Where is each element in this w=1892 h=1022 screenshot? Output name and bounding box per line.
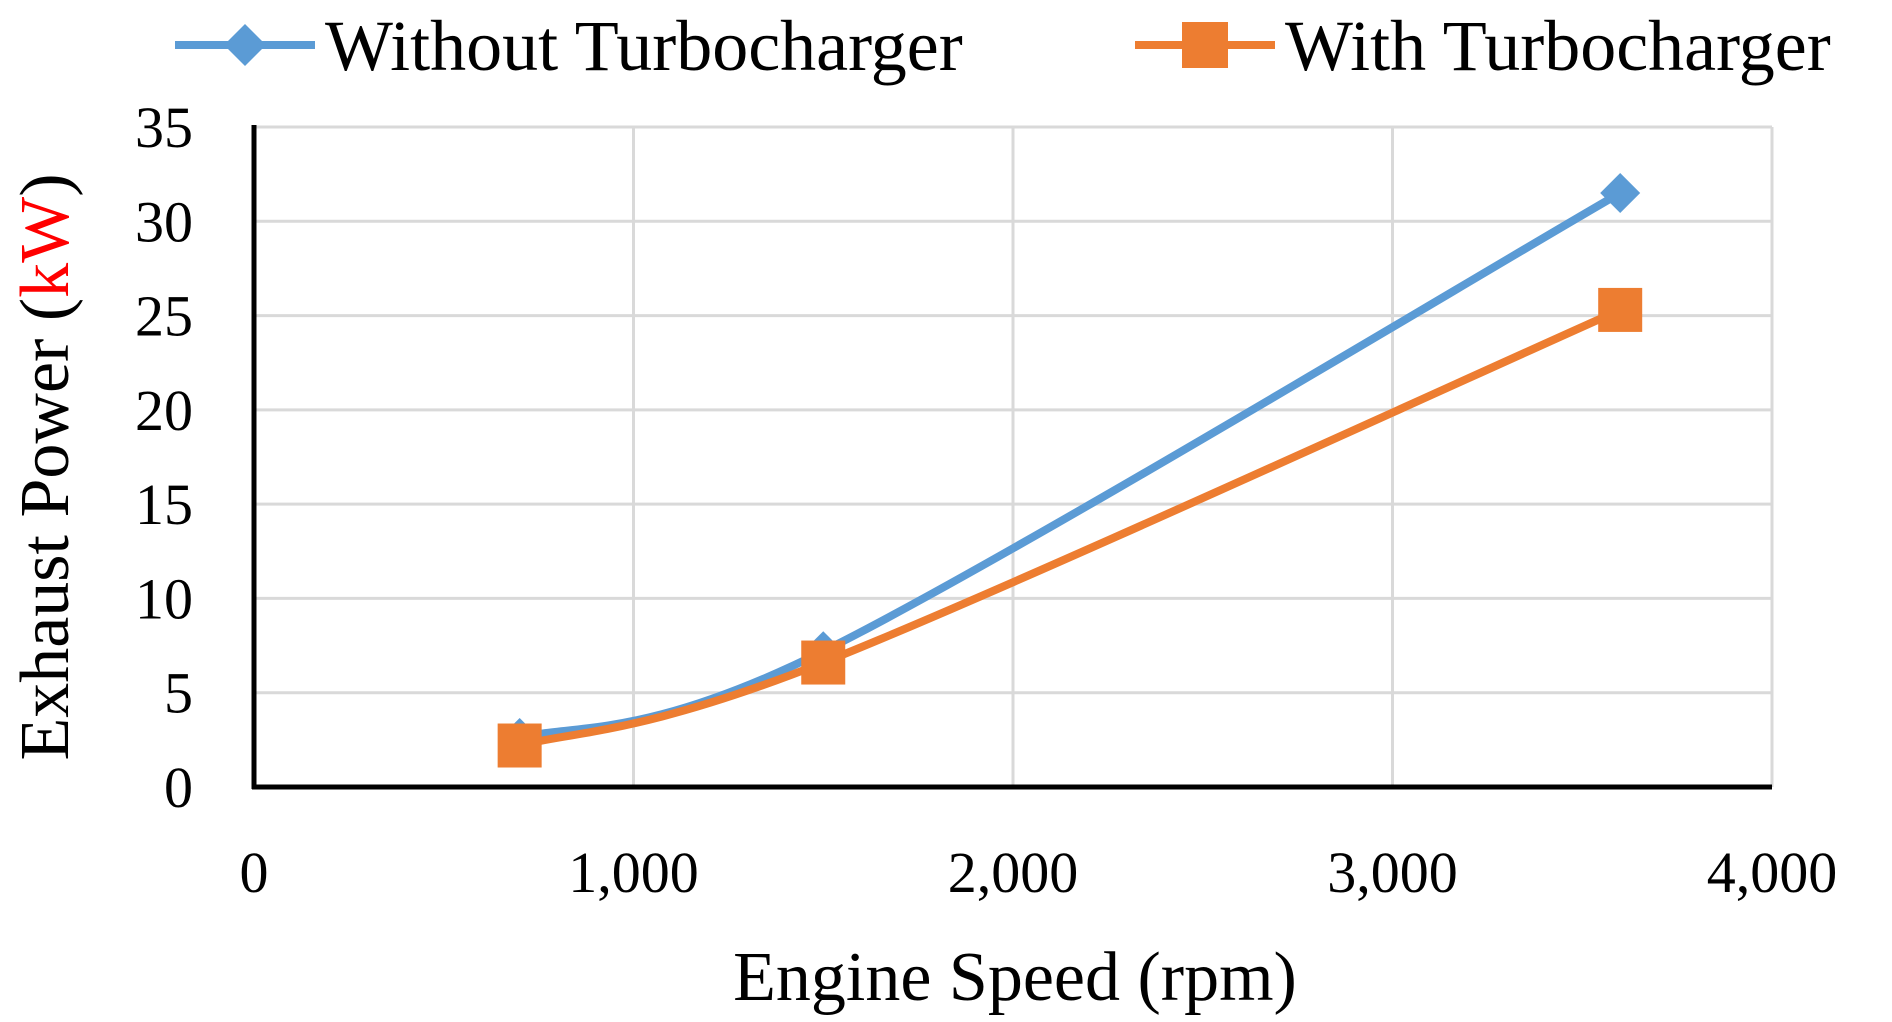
tick-labels: 0 5 10 15 20 25 30 35 0 1,000 2,000 3,000 4,000 <box>135 95 1837 905</box>
y-tick-label: 35 <box>135 95 193 160</box>
legend-item-2: With Turbocharger <box>1135 6 1831 86</box>
series-lines <box>515 189 1625 750</box>
x-tick-label: 2,000 <box>948 840 1079 905</box>
x-tick-label: 3,000 <box>1327 840 1458 905</box>
y-tick-label: 20 <box>135 378 193 443</box>
y-tick-label: 30 <box>135 189 193 254</box>
x-tick-label: 0 <box>240 840 269 905</box>
y-axis-title: Exhaust Power (kW) <box>7 173 84 760</box>
legend: Without Turbocharger With Turbocharger <box>175 6 1831 86</box>
square-marker <box>497 723 542 768</box>
x-axis-title: Engine Speed (rpm) <box>733 939 1297 1016</box>
legend-diamond-icon <box>224 24 266 66</box>
square-marker <box>801 640 846 685</box>
y-tick-label: 15 <box>135 472 193 537</box>
y-tick-label: 0 <box>164 755 193 820</box>
x-tick-label: 4,000 <box>1707 840 1838 905</box>
legend-label: With Turbocharger <box>1285 6 1831 86</box>
series-line-1 <box>515 189 1625 742</box>
axes <box>251 125 1772 790</box>
square-marker <box>1598 287 1643 332</box>
legend-item-1: Without Turbocharger <box>175 6 963 86</box>
x-tick-label: 1,000 <box>568 840 699 905</box>
y-tick-label: 5 <box>164 661 193 726</box>
y-axis-title-unit: kW <box>7 197 84 298</box>
y-axis-title-part: Exhaust Power ( <box>7 298 84 761</box>
gridlines <box>254 125 1774 787</box>
y-axis-title-part: ) <box>7 173 84 196</box>
series-markers <box>497 173 1643 768</box>
diamond-marker <box>1600 173 1641 213</box>
y-tick-label: 25 <box>135 284 193 349</box>
y-tick-label: 10 <box>135 566 193 631</box>
series-line-2 <box>515 305 1625 750</box>
legend-square-icon <box>1182 22 1228 68</box>
legend-label: Without Turbocharger <box>325 6 963 86</box>
